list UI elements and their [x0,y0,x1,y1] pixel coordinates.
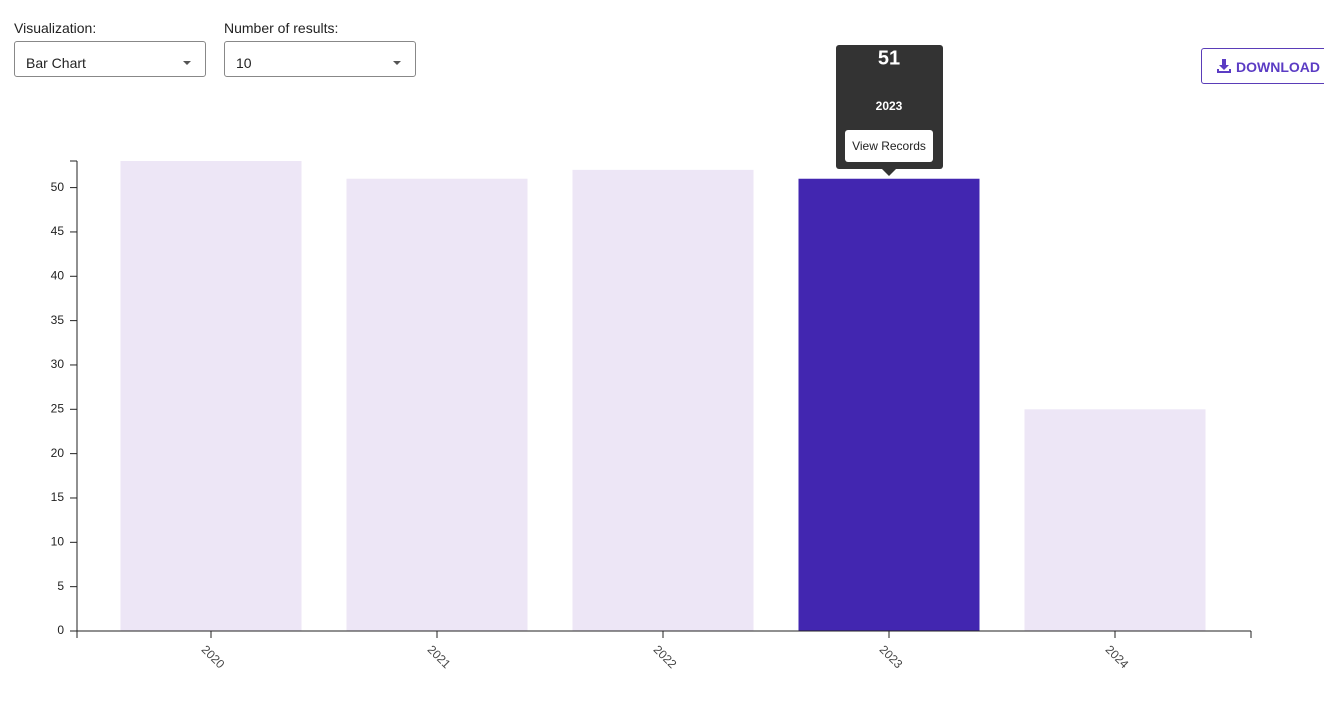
results-select[interactable]: 10 [224,41,416,77]
download-text: DOWNLOAD [1236,59,1320,75]
y-tick-label: 20 [51,446,65,460]
bar [120,161,302,631]
y-tick-label: 30 [51,357,65,371]
bar [346,178,528,632]
y-tick-label: 35 [51,313,65,327]
tooltip-value: 51 [878,47,900,69]
x-tick-label: 2021 [425,642,454,671]
x-tick-label: 2020 [199,642,228,671]
y-tick-label: 10 [51,534,65,548]
download-button[interactable]: DOWNLOAD [1201,48,1324,84]
y-tick-label: 25 [51,401,65,415]
view-records-button[interactable] [845,130,933,162]
x-tick-label: 2023 [877,642,906,671]
bar [798,178,980,632]
visualization-label: Visualization: [14,20,97,36]
tooltip-category: 2023 [876,99,903,113]
visualization-select[interactable]: Bar Chart [14,41,206,77]
y-tick-label: 45 [51,224,65,238]
tooltip-arrow [882,169,896,176]
y-tick-label: 5 [57,579,64,593]
bar [1024,409,1206,631]
y-tick-label: 40 [51,268,65,282]
x-tick-label: 2022 [651,642,680,671]
x-tick-label: 2024 [1103,642,1132,671]
bar [572,169,754,631]
download-icon [1217,59,1231,73]
y-tick-label: 0 [57,623,64,637]
view-records-text[interactable]: View Records [852,139,926,153]
results-label: Number of results: [224,20,339,36]
tooltip: 51 2023 View Records [836,45,943,176]
y-tick-label: 15 [51,490,65,504]
y-tick-label: 50 [51,180,65,194]
